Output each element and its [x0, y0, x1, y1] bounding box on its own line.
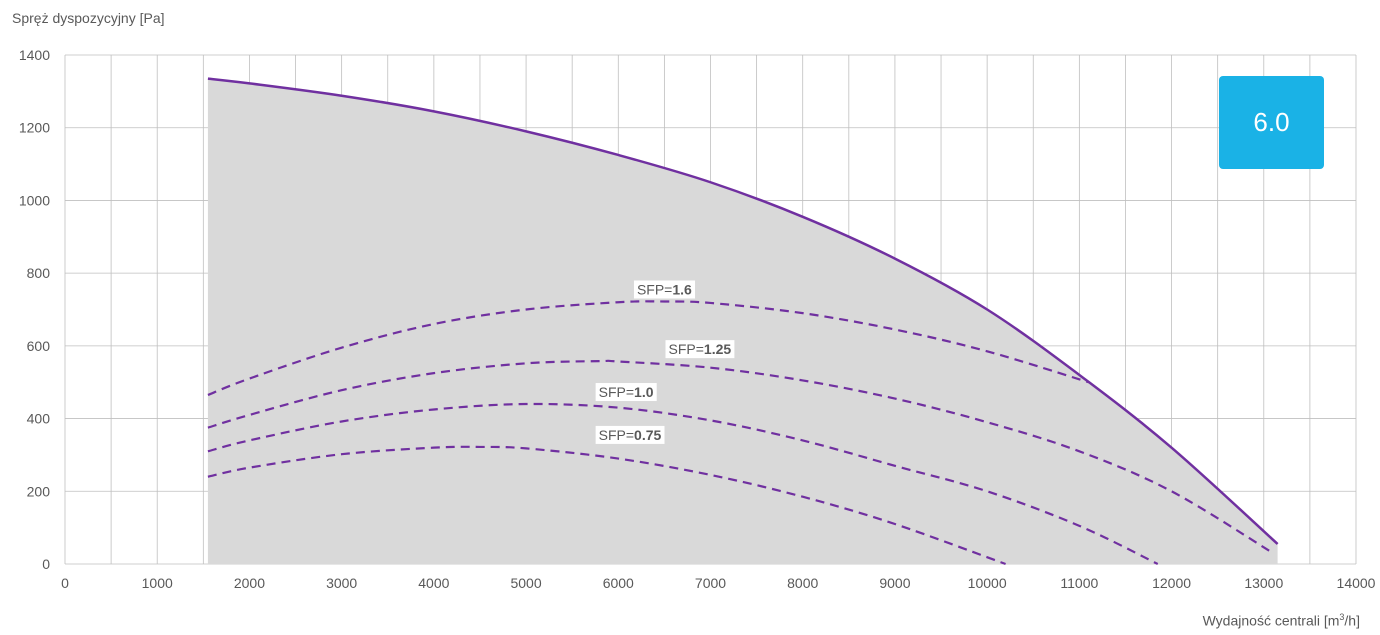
sfp-curve [207, 402, 1159, 565]
x-axis-title-sup: 3 [1339, 612, 1345, 622]
y-tick-label: 1000 [19, 192, 50, 208]
sfp-curve [207, 445, 1006, 566]
x-tick-label: 2000 [234, 575, 265, 591]
y-tick-label: 1400 [19, 47, 50, 63]
y-tick-label: 200 [27, 483, 51, 499]
x-tick-label: 12000 [1152, 575, 1191, 591]
x-tick-label: 0 [61, 575, 69, 591]
sfp-curve [207, 300, 1089, 396]
sfp-label: SFP=0.75 [595, 425, 665, 444]
x-tick-label: 10000 [968, 575, 1007, 591]
sfp-label-prefix: SFP= [599, 427, 634, 443]
sfp-label-prefix: SFP= [637, 282, 672, 298]
sfp-label-value: 0.75 [634, 427, 661, 443]
sfp-curve [207, 359, 1274, 555]
sfp-label-text: SFP=0.75 [599, 427, 662, 443]
x-tick-label: 3000 [326, 575, 357, 591]
series-lines [207, 77, 1279, 566]
axis-ticks: 0 1000 2000 3000 4000 5000 6000 7000 8000 9000 100… [19, 47, 1376, 591]
y-axis-title: Spręż dyspozycyjny [Pa] [12, 10, 165, 26]
sfp-label-text: SFP=1.6 [637, 282, 692, 298]
max-pressure-curve [207, 77, 1279, 545]
x-tick-label: 7000 [695, 575, 726, 591]
sfp-label-prefix: SFP= [599, 384, 634, 400]
y-tick-label: 400 [27, 411, 51, 427]
sfp-label-prefix: SFP= [669, 341, 704, 357]
y-tick-label: 1200 [19, 120, 50, 136]
operating-area [207, 78, 1278, 564]
sfp-label-value: 1.25 [704, 341, 731, 357]
sfp-label-value: 1.0 [634, 384, 654, 400]
sfp-label-background [595, 383, 657, 402]
x-tick-label: 9000 [879, 575, 910, 591]
x-tick-label: 6000 [603, 575, 634, 591]
sfp-label-value: 1.6 [672, 282, 692, 298]
y-tick-label: 600 [27, 338, 51, 354]
x-axis-title: Wydajność centrali [m3/h] [1203, 612, 1360, 629]
x-tick-label: 5000 [510, 575, 541, 591]
sfp-label-background [665, 340, 735, 359]
x-axis-title-main: Wydajność centrali [m [1202, 612, 1340, 629]
sfp-label-background [595, 425, 665, 444]
x-tick-label: 11000 [1060, 575, 1098, 591]
sfp-label-text: SFP=1.0 [599, 384, 654, 400]
y-tick-label: 0 [42, 556, 50, 572]
sfp-label-text: SFP=1.25 [669, 341, 732, 357]
y-tick-label: 800 [27, 265, 51, 281]
x-tick-label: 14000 [1337, 575, 1376, 591]
x-axis-title-tail: /h] [1344, 612, 1360, 629]
x-tick-label: 1000 [142, 575, 173, 591]
sfp-label-background [633, 280, 696, 299]
operating-area-fill [207, 78, 1278, 564]
sfp-label: SFP=1.25 [665, 340, 735, 359]
x-tick-label: 8000 [787, 575, 818, 591]
x-tick-label: 4000 [418, 575, 449, 591]
sfp-label: SFP=1.0 [595, 383, 657, 402]
x-tick-label: 13000 [1244, 575, 1283, 591]
model-badge: 6.0 [1219, 76, 1324, 169]
sfp-label: SFP=1.6 [633, 280, 696, 299]
